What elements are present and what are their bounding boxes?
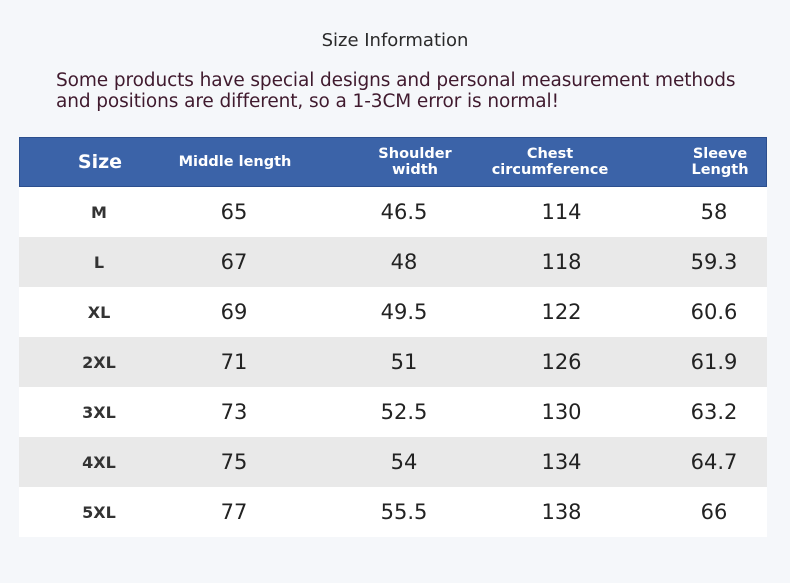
table-row: M 65 46.5 114 58: [19, 187, 767, 237]
size-cell: L: [93, 252, 105, 272]
size-cell: 3XL: [82, 402, 116, 422]
page-title: Size Information: [321, 30, 469, 51]
chest-cell: 126: [541, 350, 582, 374]
size-cell: 5XL: [82, 502, 116, 522]
chest-cell: 130: [541, 400, 582, 424]
chest-cell: 122: [541, 300, 582, 324]
shoulder-width-cell: 51: [390, 350, 418, 374]
middle-length-cell: 67: [220, 250, 248, 274]
table-header: Size Middle length Shoulder width Chest …: [19, 137, 767, 187]
table-row: 3XL 73 52.5 130 63.2: [19, 387, 767, 437]
table-row: 4XL 75 54 134 64.7: [19, 437, 767, 487]
sleeve-length-cell: 60.6: [690, 300, 738, 324]
middle-length-cell: 71: [220, 350, 248, 374]
shoulder-width-cell: 55.5: [380, 500, 428, 524]
middle-length-cell: 69: [220, 300, 248, 324]
sleeve-length-cell: 61.9: [690, 350, 738, 374]
table-row: XL 69 49.5 122 60.6: [19, 287, 767, 337]
shoulder-width-cell: 46.5: [380, 200, 428, 224]
chest-cell: 114: [541, 200, 582, 224]
sleeve-length-cell: 59.3: [690, 250, 738, 274]
middle-length-cell: 65: [220, 200, 248, 224]
sleeve-length-cell: 63.2: [690, 400, 738, 424]
size-cell: XL: [87, 302, 111, 322]
middle-length-cell: 77: [220, 500, 248, 524]
shoulder-width-cell: 48: [390, 250, 418, 274]
sleeve-length-cell: 66: [700, 500, 728, 524]
chest-cell: 138: [541, 500, 582, 524]
table-row: 2XL 71 51 126 61.9: [19, 337, 767, 387]
middle-length-cell: 73: [220, 400, 248, 424]
sleeve-length-cell: 64.7: [690, 450, 738, 474]
header-chest-circumference: Chest circumference: [491, 146, 609, 178]
sleeve-length-cell: 58: [700, 200, 728, 224]
shoulder-width-cell: 54: [390, 450, 418, 474]
size-table: Size Middle length Shoulder width Chest …: [19, 137, 767, 537]
size-cell: M: [91, 202, 107, 222]
size-cell: 4XL: [82, 452, 116, 472]
table-row: 5XL 77 55.5 138 66: [19, 487, 767, 537]
header-size: Size: [77, 151, 123, 173]
chest-cell: 134: [541, 450, 582, 474]
header-shoulder-width: Shoulder width: [378, 146, 452, 178]
header-middle-length: Middle length: [178, 154, 292, 170]
header-sleeve-length: Sleeve Length: [691, 146, 749, 178]
measurement-notice: Some products have special designs and p…: [56, 70, 736, 112]
chest-cell: 118: [541, 250, 582, 274]
middle-length-cell: 75: [220, 450, 248, 474]
table-row: L 67 48 118 59.3: [19, 237, 767, 287]
shoulder-width-cell: 49.5: [380, 300, 428, 324]
shoulder-width-cell: 52.5: [380, 400, 428, 424]
size-cell: 2XL: [82, 352, 116, 372]
